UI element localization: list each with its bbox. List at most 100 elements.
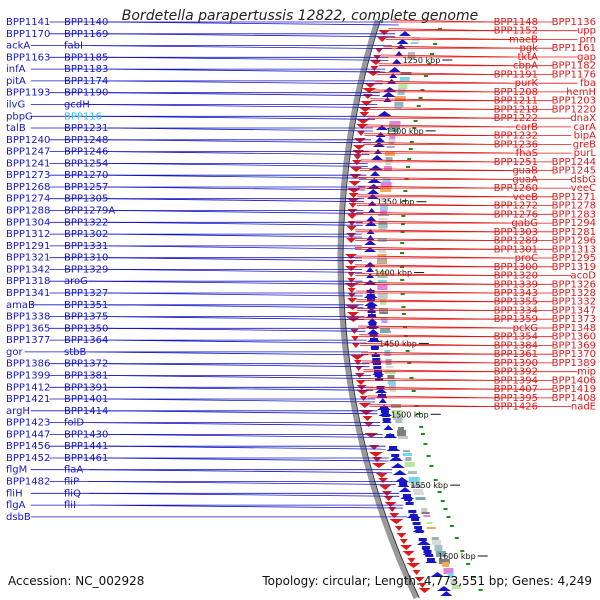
gene-label-leader <box>367 115 495 119</box>
backbone-inner-line <box>342 19 420 599</box>
gene-label-leader <box>368 107 495 110</box>
gene-label: tktA <box>518 52 539 63</box>
reverse-gene-labels: BPP1136 BPP1148 upp BPP1152 prn maeB BPP1161 pg… <box>354 17 596 413</box>
reverse-gene-arrow <box>356 124 369 129</box>
gene-label: BPP1338 <box>6 312 50 323</box>
gene-label: BPP1369 <box>552 341 596 352</box>
gene-label: BPP1247 <box>6 147 50 158</box>
feature-block <box>380 299 386 303</box>
gc-tick <box>460 550 465 552</box>
reverse-gene-arrow <box>399 539 408 544</box>
gene-label: pckG <box>513 323 538 334</box>
gene-label: flgA <box>6 500 26 511</box>
gene-label: BPP1318 <box>6 276 50 287</box>
gene-label: BPP1245 <box>552 166 596 177</box>
gene-label-leader <box>107 92 380 97</box>
forward-gene-arrow <box>391 59 402 64</box>
backbone-arc <box>337 19 419 600</box>
feature-block <box>378 228 387 230</box>
reverse-gene-arrow <box>369 60 382 65</box>
genome-title: Bordetella parapertussis 12822, complete… <box>121 8 479 24</box>
gc-tick <box>414 405 419 407</box>
forward-gene-block <box>412 522 421 525</box>
reverse-gene-arrow <box>358 107 373 112</box>
feature-block <box>391 410 403 415</box>
scale-tick-label: 1400 kbp <box>374 269 412 278</box>
feature-block <box>380 187 392 192</box>
gene-label-leader <box>107 292 363 297</box>
forward-gene-arrow <box>367 329 380 334</box>
gene-label-leader <box>107 457 389 462</box>
gene-label: BPP1174 <box>64 76 108 87</box>
gene-label-leader <box>107 304 364 309</box>
forward-gene-block <box>408 510 417 513</box>
reverse-strand-track <box>344 30 431 593</box>
feature-block <box>435 551 446 557</box>
reverse-gene-arrow <box>364 83 377 88</box>
gene-label: gap <box>577 52 596 63</box>
gene-label: talB <box>6 123 26 134</box>
gene-label-leader <box>355 290 495 294</box>
gene-label-leader <box>107 68 386 73</box>
gene-label: BPP1377 <box>6 335 50 346</box>
gene-label-leader <box>88 351 368 356</box>
feature-block <box>451 585 461 589</box>
gene-label: BPP1312 <box>6 229 50 240</box>
forward-gene-arrow <box>367 318 378 323</box>
gc-tick <box>413 120 418 122</box>
reverse-gene-arrow <box>396 533 407 538</box>
gene-label: BPP1169 <box>64 29 108 40</box>
forward-gene-block <box>418 538 427 541</box>
forward-gene-block <box>389 446 398 449</box>
gene-label: BPP1190 <box>64 88 108 99</box>
feature-block <box>426 522 433 524</box>
gene-label: BPP1447 <box>6 429 50 440</box>
gene-label: BPP1372 <box>64 359 108 370</box>
feature-block <box>438 559 450 564</box>
gene-label: BPP1268 <box>6 182 50 193</box>
reverse-gene-arrow <box>358 403 371 408</box>
gene-label: fliH <box>6 488 23 499</box>
gene-label-leader <box>356 308 495 311</box>
gene-label: BPP1386 <box>6 359 50 370</box>
gene-label: BPP1163 <box>6 52 50 63</box>
feature-block <box>426 527 436 529</box>
forward-gene-block <box>367 298 375 301</box>
gene-label: BPP1291 <box>6 241 50 252</box>
gene-label: BPP1354 <box>494 332 538 343</box>
feature-block <box>397 92 405 95</box>
gene-label: BPP1240 <box>6 135 50 146</box>
forward-gene-arrow <box>430 572 445 577</box>
forward-gene-arrow <box>364 262 377 267</box>
gene-label-leader <box>107 33 396 38</box>
forward-gene-block <box>375 378 384 381</box>
reverse-gene-arrow <box>389 519 404 524</box>
scale-tick-label: 1250 kbp <box>403 56 441 65</box>
gene-label-leader <box>88 280 363 285</box>
gene-label: BPP1332 <box>552 297 596 308</box>
gene-label: fabI <box>64 41 83 52</box>
gc-tick <box>427 63 432 65</box>
gene-label-leader <box>360 159 495 163</box>
feature-block <box>413 492 424 495</box>
gene-label-leader <box>356 211 495 215</box>
reverse-gene-arrow <box>353 138 366 143</box>
gene-label: fliI <box>64 500 76 511</box>
gene-label: ackA <box>6 41 30 52</box>
feature-block <box>379 331 391 333</box>
gene-label: BPP1390 <box>494 358 538 369</box>
gene-label-leader <box>354 246 495 250</box>
gene-label: BPP1384 <box>494 341 538 352</box>
forward-gene-arrow <box>367 178 382 183</box>
gene-label-leader <box>107 398 376 403</box>
gene-label: cbpA <box>513 61 538 72</box>
forward-gene-block <box>399 482 408 485</box>
gene-label: BPP1303 <box>494 227 538 238</box>
gene-label: BPP1319 <box>552 262 596 273</box>
gene-label: BPP1401 <box>64 394 108 405</box>
reverse-gene-arrow <box>400 545 413 550</box>
gene-label-leader <box>355 229 495 233</box>
feature-block <box>380 182 392 188</box>
gene-label: BPP1274 <box>6 194 50 205</box>
reverse-gene-arrow <box>378 30 391 35</box>
